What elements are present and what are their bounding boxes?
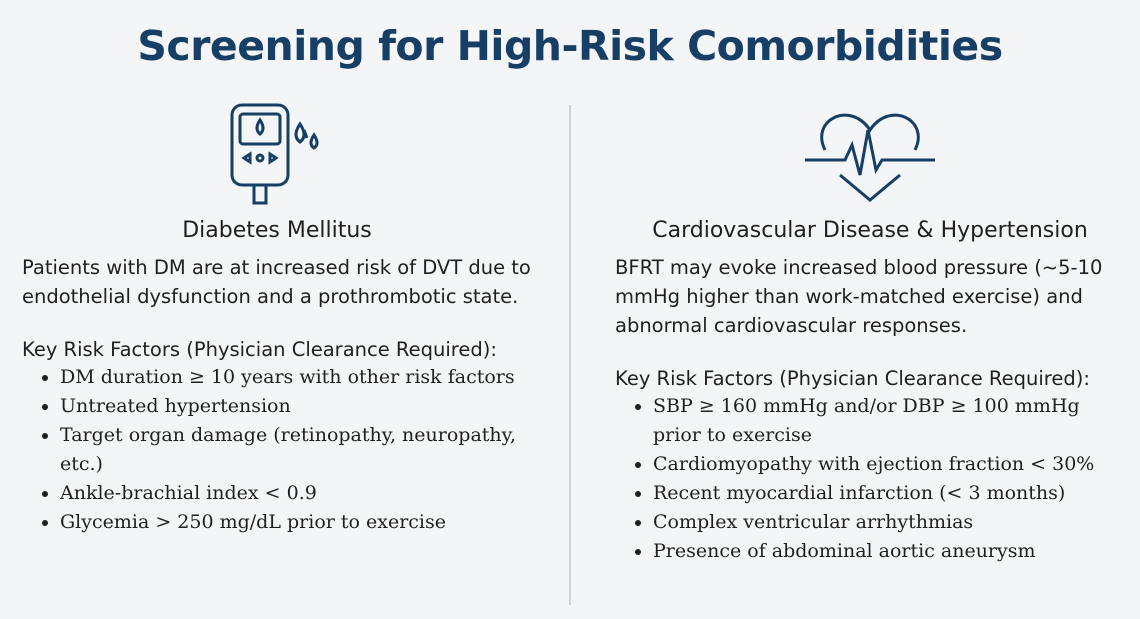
risk-item: Target organ damage (retinopathy, neurop… — [60, 421, 532, 479]
risk-item: SBP ≥ 160 mmHg and/or DBP ≥ 100 mmHg pri… — [653, 392, 1125, 450]
column: Cardiovascular Disease & Hypertension BF… — [615, 100, 1125, 566]
risk-item: Presence of abdominal aortic aneurysm — [653, 537, 1125, 566]
glucometer-icon — [230, 103, 319, 205]
risk-list: SBP ≥ 160 mmHg and/or DBP ≥ 100 mmHg pri… — [615, 392, 1125, 566]
risk-item: Cardiomyopathy with ejection fraction < … — [653, 450, 1125, 479]
heading: Diabetes Mellitus — [182, 218, 372, 243]
risk-item: Glycemia > 250 mg/dL prior to exercise — [60, 508, 532, 537]
risk-item: Recent myocardial infarction (< 3 months… — [653, 479, 1125, 508]
description: Patients with DM are at increased risk o… — [22, 256, 531, 308]
risk-item: Untreated hypertension — [60, 392, 532, 421]
heart-icon — [805, 113, 935, 202]
list-title: Key Risk Factors (Physician Clearance Re… — [615, 367, 1090, 390]
divider — [569, 105, 571, 605]
column: Diabetes Mellitus Patients with DM are a… — [22, 100, 532, 537]
risk-list: DM duration ≥ 10 years with other risk f… — [22, 363, 532, 537]
risk-item: DM duration ≥ 10 years with other risk f… — [60, 363, 532, 392]
list-title: Key Risk Factors (Physician Clearance Re… — [22, 338, 497, 361]
description: BFRT may evoke increased blood pressure … — [615, 256, 1103, 337]
heading: Cardiovascular Disease & Hypertension — [652, 218, 1088, 243]
risk-item: Ankle-brachial index < 0.9 — [60, 479, 532, 508]
risk-item: Complex ventricular arrhythmias — [653, 508, 1125, 537]
title: Screening for High-Risk Comorbidities — [137, 22, 1003, 70]
